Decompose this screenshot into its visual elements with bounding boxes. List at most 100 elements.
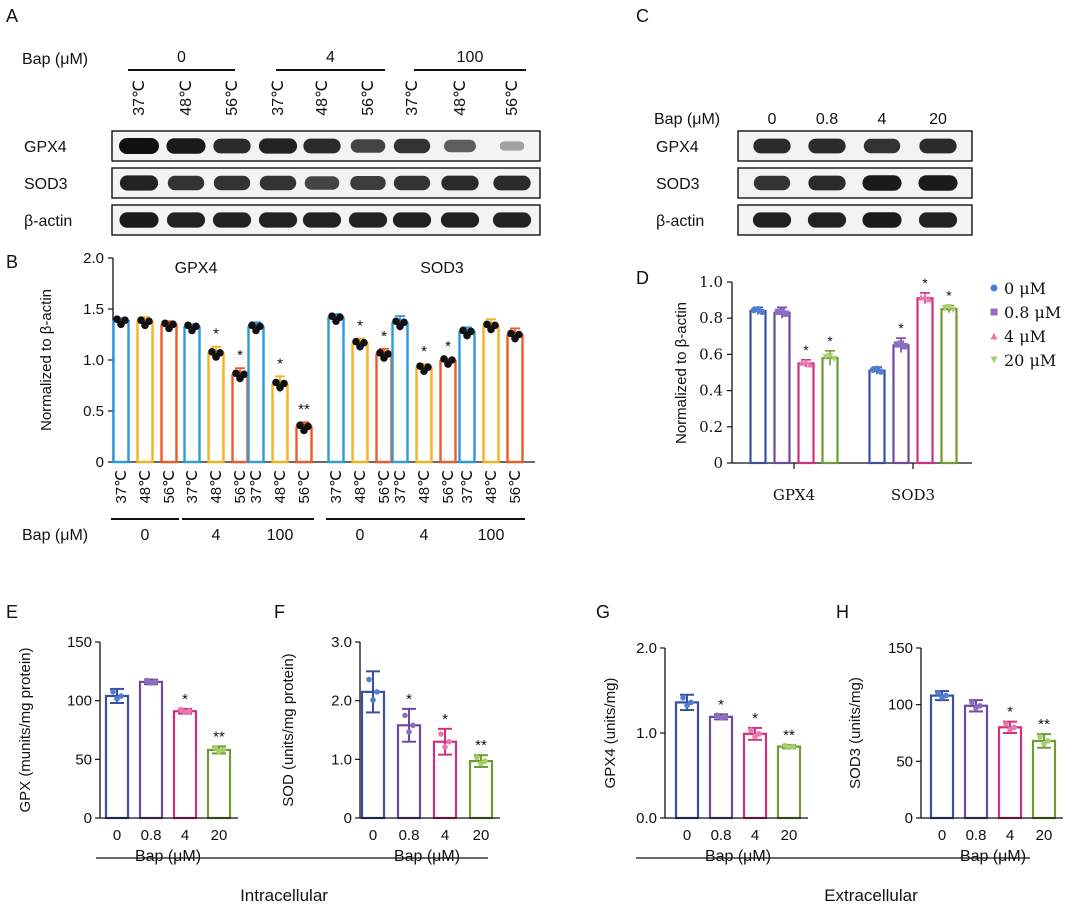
x-tick-label: 4 [181,827,189,844]
y-axis-label: SOD3 (units/mg) [847,677,864,789]
band [213,175,251,191]
data-point [141,321,149,330]
y-tick-label: 0.8 [699,309,723,327]
y-tick-label: 50 [896,753,913,770]
chart-d: D 0 0.2 0.4 0.6 0.8 1.0 Normalized to β-actin * *… [636,268,1061,504]
y-axis-label: Normalized to β-actin [673,302,690,444]
data-point [392,317,400,326]
data-point [220,747,226,753]
bar [183,326,201,464]
band [259,175,297,191]
group-label: 0 [356,527,365,544]
x-axis-label: Bap (μM) [960,848,1026,865]
data-point [463,331,471,340]
panel-label: D [636,268,649,288]
x-tick-label: 0.8 [966,827,987,844]
data-point [945,304,953,311]
data-point [873,365,881,373]
data-point [459,326,467,335]
data-point [376,349,384,357]
significance-star: * [406,691,412,708]
y-tick-label: 100 [67,693,92,710]
band [212,212,252,228]
y-tick-label: 150 [888,640,913,657]
bar [797,362,815,465]
significance-star: * [445,338,451,355]
x-tick-label: GPX4 [773,486,815,504]
y-tick-label: 1.5 [83,301,104,318]
data-point [901,343,909,350]
band [213,138,251,154]
significance-star: * [946,288,952,304]
x-tick-label: 37℃ [392,470,409,504]
data-point [110,688,116,695]
bar [439,359,457,464]
x-tick-label: 37℃ [184,470,201,504]
data-point [276,383,284,392]
y-tick-label: 1.0 [699,273,723,291]
x-tick-label: 56℃ [440,470,457,504]
bap-label: Bap (μM) [22,527,88,544]
significance-star: * [357,318,363,335]
data-point [941,305,949,312]
data-point [366,676,372,683]
chart-title: SOD3 [420,260,464,277]
data-point [118,693,124,699]
y-tick-label: 2.0 [331,693,352,710]
panel-label: E [6,602,18,622]
data-point [830,355,838,363]
data-point [232,369,240,378]
data-point [722,714,728,720]
x-tick-label: 56℃ [507,470,524,504]
bar [351,342,369,464]
bar [138,680,164,820]
bar [327,316,345,464]
lane-label: 48℃ [178,80,195,116]
group-label: 100 [267,527,294,544]
panel-label: B [6,252,18,272]
y-tick-label: 0 [96,454,104,471]
x-tick-label: 20 [781,827,798,844]
row-label: SOD3 [24,176,68,193]
x-tick-label: 48℃ [272,470,289,504]
significance-star: * [898,320,904,336]
data-point [416,362,424,370]
band [492,212,532,228]
data-point [806,361,814,368]
band [444,139,476,153]
x-tick-label: 56℃ [296,470,313,504]
panel-label: C [636,6,649,26]
y-tick-label: 0 [905,810,913,827]
band [393,175,431,191]
data-point [990,308,998,316]
bar [207,352,225,464]
data-point [208,348,216,356]
significance-star: * [752,710,758,727]
bar [271,383,289,464]
data-point [826,353,834,360]
x-tick-label: 0.8 [711,827,732,844]
extracellular-label: Extracellular [824,886,918,905]
row-label: β-actin [656,213,704,230]
x-tick-label: 0 [369,827,377,844]
group-label: 4 [326,49,335,66]
data-point [440,355,448,363]
band [350,176,386,190]
chart-h: H 0 50 100 150 SOD3 (units/mg) 0 0.8 * 4 ** 20 Bap (… [836,602,1063,865]
band [440,212,480,228]
y-tick-label: 0.4 [699,382,723,400]
legend-entry: 20 μM [1004,351,1056,370]
lane-label: 48℃ [452,80,469,116]
x-tick-label: 37℃ [328,470,345,504]
data-point [406,729,412,735]
data-point [114,695,120,702]
data-point [680,695,686,701]
group-label: 100 [457,49,484,66]
band [166,212,206,228]
significance-star: * [277,355,283,372]
chart-b: B 0 0.5 1.0 1.5 2.0 Normalized to β-actin GPX4 S… [6,250,535,544]
band [918,212,958,228]
significance-star: * [381,328,387,345]
y-tick-label: 0 [84,810,92,827]
